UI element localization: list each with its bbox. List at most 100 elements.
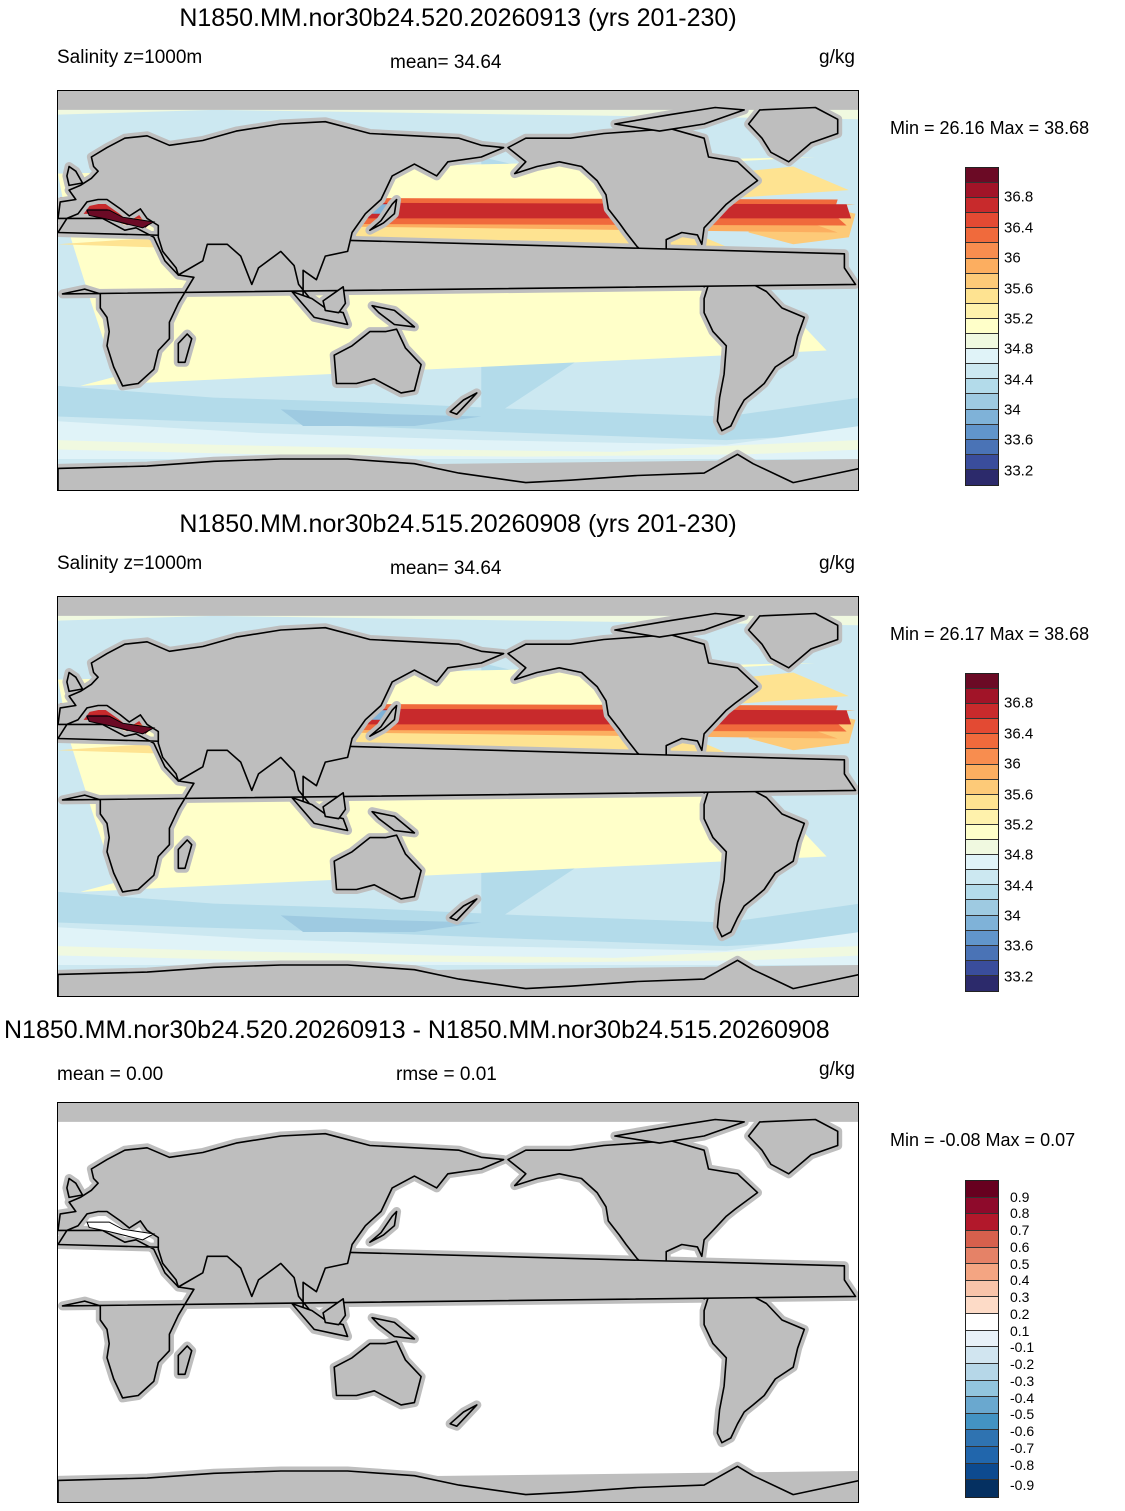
colorbar-swatch xyxy=(966,198,998,214)
colorbar-tick-label: -0.3 xyxy=(1010,1372,1035,1389)
continent-eurasia xyxy=(58,1132,505,1314)
salinity-band xyxy=(58,946,858,963)
colorbar-swatch xyxy=(966,409,998,425)
colorbar-swatch xyxy=(966,1397,998,1414)
map-plot xyxy=(58,597,858,996)
colorbar-tick-label: 0.1 xyxy=(1010,1322,1030,1339)
colorbar-swatch xyxy=(966,945,998,961)
panel-title: N1850.MM.nor30b24.520.20260913 - N1850.M… xyxy=(4,1016,830,1044)
colorbar-swatch xyxy=(966,273,998,289)
colorbar-tick-label: 34.4 xyxy=(1004,371,1034,389)
colorbar-tick-label: 0.4 xyxy=(1010,1272,1030,1289)
colorbar-swatch xyxy=(966,168,998,184)
colorbar-swatch xyxy=(966,1380,998,1398)
colorbar-swatch xyxy=(966,1247,998,1265)
rmse-label: rmse = 0.01 xyxy=(396,1064,497,1085)
colorbar-swatch xyxy=(966,915,998,931)
min-max-label: Min = 26.16 Max = 38.68 xyxy=(890,118,1090,138)
colorbar-swatch xyxy=(966,824,998,841)
colorbar-swatch xyxy=(966,243,998,259)
colorbar-swatch xyxy=(966,364,998,380)
colorbar-swatch xyxy=(966,764,998,780)
colorbar-tick-label: -0.5 xyxy=(1010,1406,1035,1423)
colorbar-swatch xyxy=(966,1297,998,1314)
min-max-label: Min = 26.17 Max = 38.68 xyxy=(890,624,1090,644)
colorbar-swatch xyxy=(966,1363,998,1381)
continent-samerica xyxy=(703,1286,806,1444)
colorbar-labels: 36.8 36.4 36 35.6 35.2 34.8 34.4 34 33.6 33.2 xyxy=(1004,673,1064,992)
colorbar-swatch xyxy=(966,349,998,365)
colorbar-swatch xyxy=(966,900,998,916)
colorbar-tick-label: 33.2 xyxy=(1004,968,1034,986)
colorbar-tick-label: -0.1 xyxy=(1010,1339,1035,1356)
colorbar-swatch xyxy=(966,1181,998,1198)
colorbar-tick-label: 33.6 xyxy=(1004,431,1034,449)
colorbar-swatch xyxy=(966,318,998,335)
panel-1: N1850.MM.nor30b24.520.20260913 (yrs 201-… xyxy=(0,0,1125,505)
colorbar-labels: 0.9 0.8 0.7 0.6 0.5 0.4 0.3 0.2 0.1 -0.1 -0.2 -0.3-… xyxy=(1004,1180,1064,1498)
mediterranean-high-salinity xyxy=(86,715,156,735)
continent-nz xyxy=(449,1404,478,1428)
colorbar-swatch xyxy=(966,334,998,350)
colorbar-swatch xyxy=(966,870,998,886)
colorbar-swatch xyxy=(966,1214,998,1231)
unit-label: g/kg xyxy=(819,47,855,68)
mediterranean xyxy=(86,1221,156,1241)
colorbar-tick-label: -0.8 xyxy=(1010,1456,1035,1473)
continent-japan xyxy=(369,1210,398,1243)
land-mask xyxy=(58,597,858,616)
colorbar-swatch xyxy=(966,885,998,901)
colorbar-swatch xyxy=(966,855,998,871)
colorbar-swatch xyxy=(966,1230,998,1248)
continent-borneo xyxy=(322,792,347,820)
colorbar-swatch xyxy=(966,975,998,991)
colorbar-swatch xyxy=(966,228,998,244)
colorbar-tick-label: 34.8 xyxy=(1004,846,1034,864)
continent-uk xyxy=(66,165,84,187)
colorbar-swatch xyxy=(966,1480,998,1497)
continent-eurasia xyxy=(58,120,505,302)
mean-label: mean = 0.00 xyxy=(57,1064,164,1085)
colorbar xyxy=(965,673,999,992)
colorbar-tick-label: 35.2 xyxy=(1004,310,1034,328)
continent-newguinea xyxy=(371,304,416,328)
colorbar-tick-label: 36.8 xyxy=(1004,694,1034,712)
colorbar-swatch xyxy=(966,439,998,455)
colorbar-swatch xyxy=(966,213,998,229)
colorbar-tick-label: 34 xyxy=(1004,401,1021,419)
continent-greenland xyxy=(747,1118,839,1175)
continent-samerica xyxy=(703,274,806,432)
colorbar-swatch xyxy=(966,303,998,319)
colorbar-tick-label: 0.5 xyxy=(1010,1255,1030,1272)
colorbar-labels: 36.8 36.4 36 35.6 35.2 34.8 34.4 34 33.6 33.2 xyxy=(1004,167,1064,486)
continent-arctic_is xyxy=(614,612,746,638)
colorbar-tick-label: -0.9 xyxy=(1010,1476,1035,1493)
continent-australia xyxy=(333,328,422,394)
continent-borneo xyxy=(322,1298,347,1326)
colorbar-swatch xyxy=(966,960,998,976)
colorbar-tick-label: 0.8 xyxy=(1010,1205,1030,1222)
colorbar-tick-label: 35.2 xyxy=(1004,816,1034,834)
continent-madagascar xyxy=(177,333,193,364)
colorbar-swatch xyxy=(966,704,998,720)
continent-indonesia xyxy=(291,796,349,832)
difference-map xyxy=(57,1102,859,1503)
colorbar xyxy=(965,167,999,486)
colorbar-tick-label: -0.6 xyxy=(1010,1423,1035,1440)
unit-label: g/kg xyxy=(819,553,855,574)
colorbar-swatch xyxy=(966,394,998,410)
colorbar-tick-label: 0.2 xyxy=(1010,1305,1030,1322)
continent-greenland xyxy=(747,612,839,669)
colorbar-tick-label: 0.3 xyxy=(1010,1289,1030,1306)
colorbar-tick-label: 36.8 xyxy=(1004,188,1034,206)
land-mask xyxy=(58,1103,858,1122)
colorbar-swatch xyxy=(966,1413,998,1431)
colorbar-swatch xyxy=(966,719,998,735)
mean-label: mean= 34.64 xyxy=(390,558,502,579)
colorbar-swatch xyxy=(966,288,998,304)
colorbar-swatch xyxy=(966,1330,998,1348)
colorbar-swatch xyxy=(966,379,998,395)
continent-arctic_is xyxy=(614,1118,746,1144)
colorbar-swatch xyxy=(966,424,998,440)
colorbar-swatch xyxy=(966,454,998,470)
